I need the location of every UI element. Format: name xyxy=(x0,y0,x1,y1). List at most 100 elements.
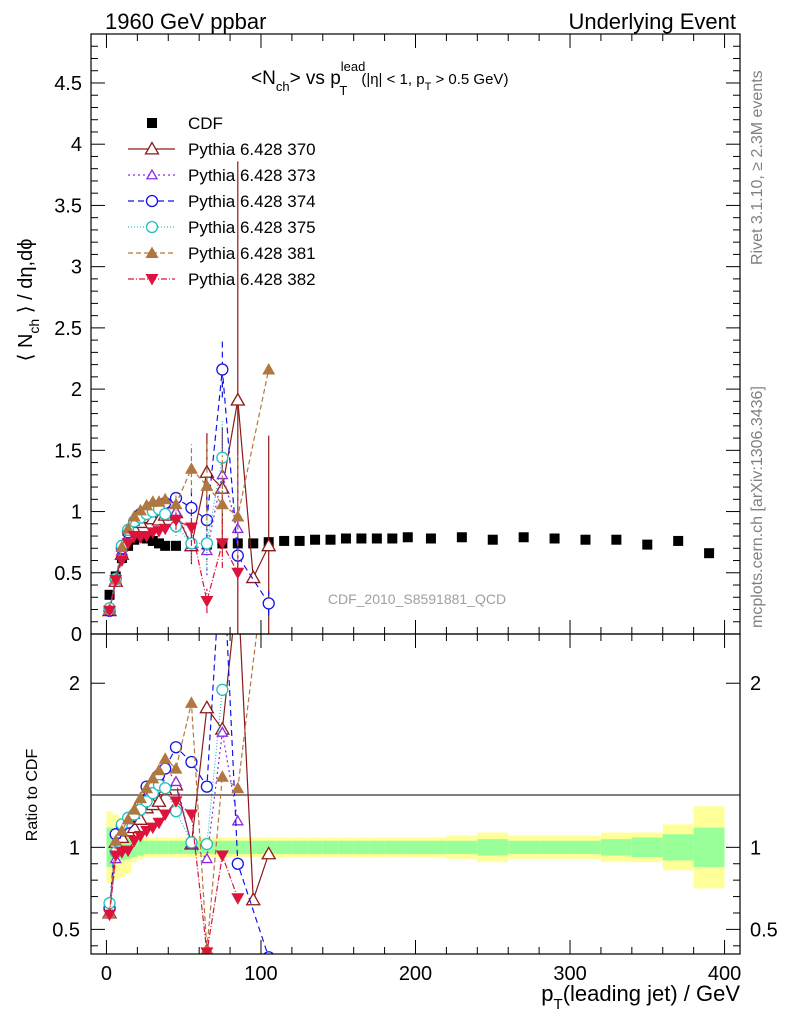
data-point xyxy=(611,534,622,545)
ratio-point xyxy=(109,834,123,846)
y-axis-label-ratio: Ratio to CDF xyxy=(24,749,41,842)
data-point xyxy=(248,538,259,549)
ratio-point xyxy=(185,755,198,769)
legend-item: Pythia 6.428 375 xyxy=(128,218,316,237)
legend-label: Pythia 6.428 381 xyxy=(188,244,316,263)
ratio-point xyxy=(169,796,183,808)
band-inner xyxy=(353,840,370,854)
ratio-point xyxy=(133,791,147,804)
band-inner xyxy=(149,840,156,854)
data-point xyxy=(310,534,321,545)
ratio-point xyxy=(199,700,215,714)
ratio-point xyxy=(216,683,229,696)
series-line xyxy=(108,369,270,611)
ratio-point xyxy=(133,830,147,843)
ratio-uncertainty-bands xyxy=(106,806,725,889)
band-inner xyxy=(400,840,416,854)
ratio-y-tick-label: 1 xyxy=(69,837,80,859)
ratio-point xyxy=(127,803,141,815)
band-inner xyxy=(446,840,478,854)
ratio-point xyxy=(169,741,183,754)
band-inner xyxy=(338,840,354,854)
y-tick-label: 4 xyxy=(71,134,82,156)
legend-marker xyxy=(145,168,159,180)
data-point xyxy=(169,515,183,527)
band-inner xyxy=(137,839,144,856)
legend-item: Pythia 6.428 382 xyxy=(128,270,316,289)
header-right: Underlying Event xyxy=(568,9,736,34)
ratio-point xyxy=(158,809,172,822)
data-point xyxy=(371,533,382,544)
band-inner xyxy=(230,840,246,854)
data-point xyxy=(262,597,275,610)
ratio-point xyxy=(200,947,214,954)
data-point xyxy=(170,540,181,551)
data-point xyxy=(115,555,129,568)
data-point xyxy=(231,567,245,580)
band-inner xyxy=(662,834,694,861)
ratio-point xyxy=(261,846,277,860)
y-tick-label: 3 xyxy=(71,257,82,279)
analysis-watermark: CDF_2010_S8591881_QCD xyxy=(328,591,506,607)
data-point xyxy=(127,509,141,522)
band-inner xyxy=(600,839,632,856)
data-point xyxy=(294,535,305,546)
y-tick-label: 2.5 xyxy=(54,318,82,340)
data-point xyxy=(387,533,398,544)
legend-label: Pythia 6.428 370 xyxy=(188,140,316,159)
legend: CDF Pythia 6.428 370 Pythia 6.428 373 Pythi… xyxy=(128,114,316,289)
band-inner xyxy=(307,840,323,854)
band-inner xyxy=(131,837,138,858)
data-point xyxy=(159,507,172,521)
data-point xyxy=(425,533,436,544)
ratio-series-4 xyxy=(103,634,258,954)
ratio-point xyxy=(184,809,198,822)
band-inner xyxy=(291,840,308,854)
band-inner xyxy=(384,840,401,854)
ratio-plot-data xyxy=(101,634,277,954)
legend-label: Pythia 6.428 382 xyxy=(188,270,316,289)
plot-title: <Nch> vs plead T(|η| < 1, pT > 0.5 GeV) xyxy=(251,59,508,98)
x-tick-label: 200 xyxy=(399,963,432,985)
y-tick-label: 3.5 xyxy=(54,195,82,217)
data-point xyxy=(158,523,172,536)
ratio-point xyxy=(152,817,166,830)
series-3 xyxy=(103,341,275,617)
legend-item: Pythia 6.428 374 xyxy=(128,192,316,211)
ratio-point xyxy=(121,812,135,825)
x-axis-label: pT(leading jet) / GeV xyxy=(541,981,740,1013)
ratio-y-tick-label-right: 2 xyxy=(750,673,761,695)
ratio-y-tick-label: 2 xyxy=(69,673,80,695)
ratio-point xyxy=(121,845,135,858)
data-point xyxy=(261,538,277,552)
data-point xyxy=(109,575,123,587)
data-point xyxy=(262,363,276,375)
ratio-point xyxy=(231,857,244,870)
band-inner xyxy=(415,840,447,854)
y-tick-label: 1.5 xyxy=(54,440,82,462)
rivet-label: Rivet 3.1.10, ≥ 2.3M events xyxy=(749,70,766,265)
band-inner xyxy=(155,840,163,854)
data-point xyxy=(184,462,198,474)
data-point xyxy=(518,532,529,543)
data-point xyxy=(580,534,591,545)
data-point xyxy=(216,363,229,376)
band-inner xyxy=(570,840,601,854)
data-point xyxy=(356,533,367,544)
band-inner xyxy=(143,840,150,854)
x-tick-label: 0 xyxy=(101,963,112,985)
data-point xyxy=(169,497,183,510)
ratio-y-tick-label-right: 1 xyxy=(750,837,761,859)
data-point xyxy=(279,535,290,546)
legend-item: Pythia 6.428 373 xyxy=(128,166,316,185)
ratio-point xyxy=(169,775,183,787)
legend-label: Pythia 6.428 375 xyxy=(188,218,316,237)
band-inner xyxy=(477,839,509,856)
ratio-line xyxy=(108,634,269,954)
data-point xyxy=(185,501,198,515)
ratio-point xyxy=(169,762,183,774)
mcplots-label: mcplots.cern.ch [arXiv:1306.3436] xyxy=(749,386,766,628)
data-point xyxy=(158,492,172,505)
data-point xyxy=(340,533,351,544)
